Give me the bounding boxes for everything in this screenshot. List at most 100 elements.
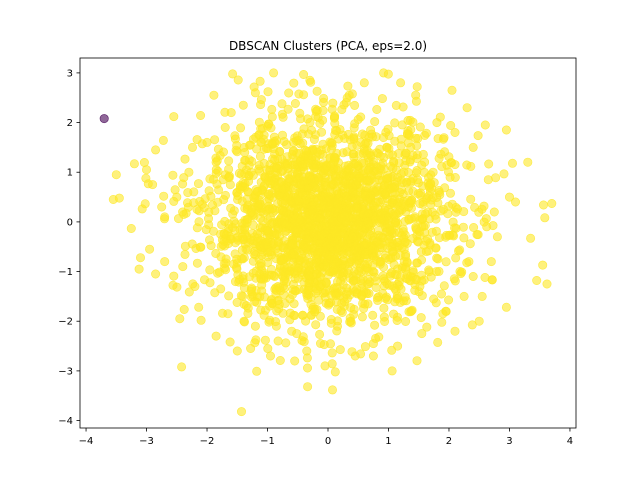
cluster-point: [177, 362, 187, 372]
y-tick-label: −2: [58, 317, 73, 328]
cluster-point: [316, 221, 326, 231]
cluster-point: [232, 297, 242, 307]
cluster-point: [457, 267, 467, 277]
cluster-point: [210, 135, 220, 145]
cluster-point: [370, 117, 380, 127]
cluster-point: [366, 162, 376, 172]
cluster-point: [251, 335, 261, 345]
cluster-point: [178, 207, 188, 217]
cluster-point: [289, 299, 299, 309]
x-tick-label: 2: [446, 436, 452, 447]
cluster-point: [256, 274, 266, 284]
cluster-point: [192, 258, 202, 268]
y-tick-label: 3: [67, 68, 73, 79]
cluster-point: [339, 268, 349, 278]
cluster-point: [341, 217, 351, 227]
cluster-point: [246, 207, 256, 217]
cluster-point: [420, 209, 430, 219]
cluster-point: [501, 125, 511, 135]
cluster-point: [349, 149, 359, 159]
cluster-point: [372, 105, 382, 115]
cluster-point: [284, 88, 294, 98]
cluster-point: [371, 197, 381, 207]
cluster-point: [251, 241, 261, 251]
cluster-point: [299, 90, 309, 100]
cluster-point: [523, 157, 533, 167]
cluster-point: [318, 115, 328, 125]
cluster-point: [452, 204, 462, 214]
cluster-point: [419, 275, 429, 285]
cluster-point: [468, 142, 478, 152]
cluster-point: [381, 188, 391, 198]
cluster-point: [542, 279, 552, 289]
cluster-point: [412, 82, 422, 92]
cluster-point: [111, 170, 121, 180]
cluster-point: [277, 99, 287, 109]
cluster-point: [350, 100, 360, 110]
cluster-point: [108, 195, 118, 205]
cluster-point: [297, 250, 307, 260]
cluster-point: [480, 120, 490, 130]
cluster-point: [314, 176, 324, 186]
cluster-point: [395, 194, 405, 204]
cluster-point: [126, 224, 136, 234]
cluster-point: [255, 213, 265, 223]
cluster-point: [344, 204, 354, 214]
cluster-point: [204, 186, 214, 196]
cluster-point: [267, 139, 277, 149]
cluster-point: [329, 237, 339, 247]
cluster-point: [192, 135, 202, 145]
cluster-point: [168, 280, 178, 290]
cluster-point: [327, 385, 337, 395]
cluster-point: [329, 112, 339, 122]
cluster-point: [255, 199, 265, 209]
cluster-point: [271, 244, 281, 254]
cluster-point: [151, 145, 161, 155]
y-tick-label: 0: [67, 217, 73, 228]
cluster-point: [379, 303, 389, 313]
cluster-point: [238, 274, 248, 284]
cluster-point: [340, 297, 350, 307]
cluster-point: [169, 112, 179, 122]
cluster-point: [417, 329, 427, 339]
cluster-point: [229, 206, 239, 216]
cluster-point: [342, 283, 352, 293]
cluster-point: [266, 264, 276, 274]
cluster-point: [378, 271, 388, 281]
cluster-point: [390, 251, 400, 261]
cluster-point: [252, 297, 262, 307]
cluster-point: [264, 189, 274, 199]
cluster-point: [253, 233, 263, 243]
cluster-point: [202, 137, 212, 147]
cluster-point: [237, 232, 247, 242]
cluster-point: [434, 153, 444, 163]
cluster-point: [357, 312, 367, 322]
cluster-point: [261, 143, 271, 153]
cluster-point: [477, 204, 487, 214]
cluster-point: [290, 99, 300, 109]
cluster-point: [390, 118, 400, 128]
cluster-point: [175, 314, 185, 324]
cluster-point: [315, 338, 325, 348]
cluster-point: [287, 326, 297, 336]
cluster-point: [263, 87, 273, 97]
cluster-point: [431, 214, 441, 224]
cluster-point: [374, 332, 384, 342]
cluster-point: [283, 104, 293, 114]
cluster-point: [432, 253, 442, 263]
cluster-point: [344, 90, 354, 100]
cluster-point: [326, 290, 336, 300]
cluster-point: [466, 194, 476, 204]
cluster-point: [363, 299, 373, 309]
x-tick-label: 3: [506, 436, 512, 447]
cluster-point: [230, 131, 240, 141]
cluster-point: [338, 237, 348, 247]
cluster-point: [244, 161, 254, 171]
cluster-point: [438, 309, 448, 319]
cluster-point: [252, 366, 262, 376]
cluster-point: [363, 175, 373, 185]
cluster-point: [298, 160, 308, 170]
cluster-point: [221, 258, 231, 268]
x-tick-label: −3: [139, 436, 154, 447]
